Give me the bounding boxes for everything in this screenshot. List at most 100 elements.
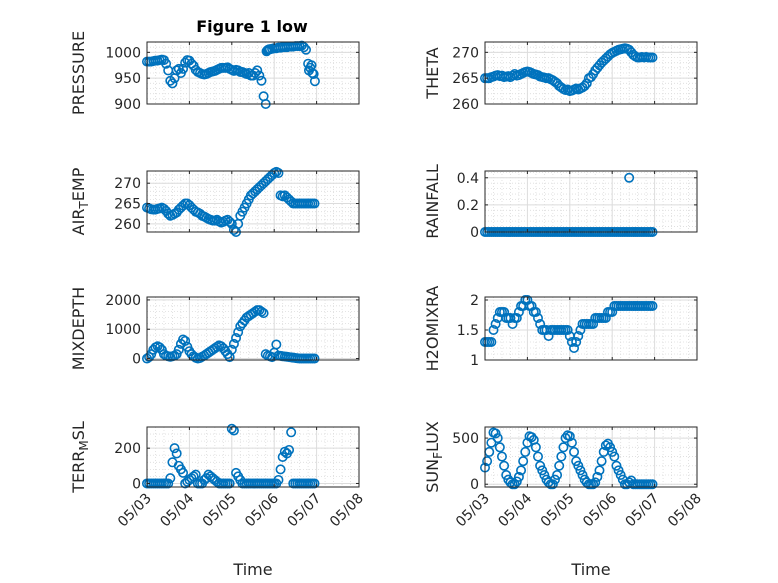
data-point bbox=[188, 471, 199, 482]
y-tick-label: 270 bbox=[114, 176, 141, 192]
y-axis-label: THETA bbox=[423, 47, 442, 99]
data-point bbox=[537, 465, 548, 476]
data-point bbox=[532, 312, 543, 323]
subplot-3: 0 0.2 0.4 RAINFALL bbox=[423, 164, 698, 241]
y-axis-label: TERRMSL bbox=[69, 421, 91, 494]
data-point bbox=[571, 336, 582, 347]
data-point bbox=[607, 446, 618, 457]
subplot-5: 1 1.5 2 H2OMIXRA bbox=[423, 286, 698, 372]
data-point bbox=[562, 324, 573, 335]
y-tick-label: 260 bbox=[114, 217, 141, 233]
axes-frame bbox=[146, 296, 360, 361]
data-point bbox=[490, 318, 501, 329]
data-point bbox=[275, 464, 286, 475]
data-point bbox=[494, 442, 505, 453]
data-point bbox=[486, 437, 497, 448]
data-point bbox=[615, 469, 626, 480]
data-point bbox=[569, 446, 580, 457]
x-tick-label: 05/08 bbox=[665, 491, 705, 531]
y-axis-label: MIXDEPTH bbox=[69, 287, 88, 370]
data-point bbox=[647, 52, 658, 63]
data-point bbox=[228, 338, 239, 349]
data-point bbox=[171, 448, 182, 459]
data-point bbox=[499, 460, 510, 471]
data-point bbox=[509, 479, 520, 490]
data-point bbox=[571, 456, 582, 467]
y-tick-label: 1000 bbox=[105, 322, 141, 338]
data-point bbox=[298, 42, 309, 53]
data-point bbox=[556, 451, 567, 462]
data-point bbox=[309, 478, 320, 489]
data-point bbox=[284, 444, 295, 455]
subplot-7: 05/03 05/04 05/05 05/06 05/07 05/08 0 500 SUNFLU… bbox=[423, 421, 705, 579]
data-point bbox=[526, 432, 537, 443]
data-point bbox=[647, 479, 658, 490]
subplot-0: 900 950 1000 PRESSURE bbox=[69, 31, 360, 115]
axes-frame bbox=[146, 426, 360, 488]
subplot-6: 05/03 05/04 05/05 05/06 05/07 05/08 0 200 TERRMS… bbox=[69, 421, 367, 579]
data-point bbox=[256, 306, 267, 317]
data-point bbox=[173, 344, 184, 355]
data-point bbox=[605, 442, 616, 453]
data-point bbox=[594, 465, 605, 476]
data-point bbox=[613, 465, 624, 476]
data-point bbox=[588, 479, 599, 490]
data-point bbox=[231, 333, 242, 344]
x-tick-label: 05/03 bbox=[115, 491, 155, 531]
data-point bbox=[520, 446, 531, 457]
y-tick-label: 0 bbox=[132, 476, 141, 492]
data-point bbox=[228, 425, 239, 436]
y-tick-label: 0 bbox=[470, 477, 479, 493]
data-point bbox=[530, 442, 541, 453]
data-point bbox=[611, 460, 622, 471]
data-point bbox=[566, 437, 577, 448]
x-tick-label: 05/07 bbox=[623, 491, 663, 531]
subplot-2: 260 265 270 AIRTEMP bbox=[69, 166, 360, 238]
y-axis-label: H2OMIXRA bbox=[423, 286, 442, 372]
y-axis-label: PRESSURE bbox=[69, 31, 88, 115]
x-axis-label: Time bbox=[570, 560, 610, 579]
data-point bbox=[577, 469, 588, 480]
x-tick-label: 05/05 bbox=[200, 491, 240, 531]
data-point bbox=[513, 471, 524, 482]
data-point bbox=[530, 306, 541, 317]
x-tick-label: 05/07 bbox=[285, 491, 325, 531]
data-point bbox=[271, 339, 282, 350]
data-point bbox=[486, 336, 497, 347]
x-tick-label: 05/04 bbox=[495, 490, 535, 530]
data-point bbox=[233, 327, 244, 338]
data-point bbox=[482, 456, 493, 467]
data-point bbox=[286, 427, 297, 438]
data-point bbox=[169, 443, 180, 454]
data-point bbox=[165, 473, 176, 484]
data-point bbox=[647, 300, 658, 311]
axes-frame bbox=[484, 170, 698, 233]
y-axis-label: AIRTEMP bbox=[69, 167, 91, 235]
data-point bbox=[518, 456, 529, 467]
x-tick-label: 05/04 bbox=[157, 490, 197, 530]
data-point bbox=[547, 479, 558, 490]
data-point bbox=[226, 344, 237, 355]
data-point bbox=[224, 478, 235, 489]
data-point bbox=[488, 324, 499, 335]
data-point bbox=[309, 353, 320, 364]
y-tick-label: 265 bbox=[114, 197, 141, 213]
data-point bbox=[596, 456, 607, 467]
y-tick-label: 0.4 bbox=[457, 171, 479, 187]
y-tick-label: 200 bbox=[114, 441, 141, 457]
y-tick-label: 500 bbox=[452, 431, 479, 447]
x-tick-label: 05/05 bbox=[538, 491, 578, 531]
y-tick-label: 1.5 bbox=[457, 323, 479, 339]
y-axis-label: SUNFLUX bbox=[423, 421, 445, 493]
data-point bbox=[579, 80, 590, 91]
y-axis-label: RAINFALL bbox=[423, 164, 442, 239]
data-point bbox=[535, 460, 546, 471]
y-tick-label: 0 bbox=[470, 225, 479, 241]
data-point bbox=[505, 312, 516, 323]
y-tick-label: 1000 bbox=[105, 45, 141, 61]
data-point bbox=[226, 423, 237, 434]
data-point bbox=[233, 65, 244, 76]
figure-title: Figure 1 low bbox=[196, 17, 308, 36]
data-point bbox=[309, 198, 320, 209]
